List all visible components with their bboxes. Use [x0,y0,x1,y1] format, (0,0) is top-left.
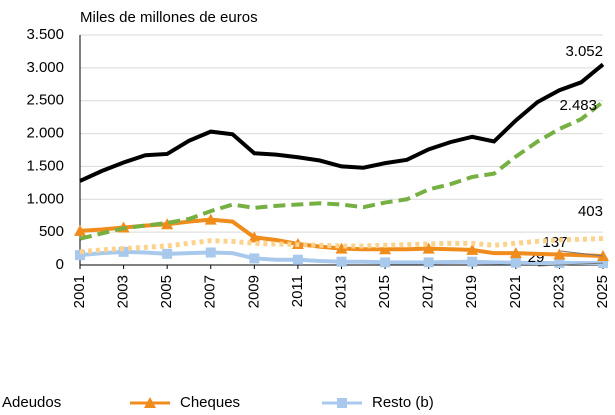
leader-line [560,250,604,257]
point-marker [467,256,478,267]
x-tick-label: 2003 [115,275,132,308]
y-tick-label: 1.000 [26,190,64,207]
end-label: 2.483 [559,97,597,114]
point-marker [509,247,522,259]
y-tick-label: 1.500 [26,157,64,174]
end-label: 403 [578,203,603,220]
x-tick-label: 2001 [71,275,88,308]
point-marker [423,257,434,268]
legend-label: Resto (b) [372,394,434,411]
y-tick-label: 3.000 [26,59,64,76]
y-tick-label: 2.000 [26,125,64,142]
x-tick-label: 2013 [332,275,349,308]
point-marker [118,246,129,257]
legend-marker [144,397,156,408]
y-tick-label: 3.500 [26,26,64,43]
x-tick-label: 2025 [594,275,611,308]
point-marker [380,257,391,268]
point-marker [422,242,435,254]
point-marker [249,253,260,264]
x-tick-label: 2005 [158,275,175,308]
x-tick-label: 2019 [463,275,480,308]
x-tick-label: 2007 [202,275,219,308]
point-marker [335,242,348,254]
point-marker [553,248,566,260]
y-tick-label: 0 [56,256,64,273]
y-axis-label: Miles de millones de euros [80,9,258,26]
point-marker [204,213,217,225]
x-tick-label: 2011 [289,275,306,307]
point-marker [336,256,347,267]
point-marker [74,224,86,236]
y-tick-label: 2.500 [26,92,64,109]
end-label: 3.052 [565,43,603,60]
x-tick-label: 2015 [376,275,393,308]
point-marker [466,243,479,255]
y-tick-label: 500 [39,223,64,240]
point-marker [379,243,392,255]
legend-label: Cheques [180,394,240,411]
series-line [79,62,605,183]
point-marker [248,231,261,243]
leader-line [537,262,604,267]
x-tick-label: 2021 [507,275,524,308]
point-marker [205,247,216,258]
legend-marker [337,398,347,408]
point-marker [75,250,85,261]
end-label: 29 [528,249,545,266]
point-marker [162,248,173,259]
x-tick-label: 2017 [420,275,437,308]
point-marker [292,254,303,265]
point-marker [510,257,521,268]
series-line [79,100,605,241]
x-tick-label: 2023 [550,275,567,308]
x-tick-label: 2009 [245,275,262,308]
legend-label: Adeudos [2,394,61,411]
point-marker [161,218,174,230]
point-marker [554,258,565,269]
